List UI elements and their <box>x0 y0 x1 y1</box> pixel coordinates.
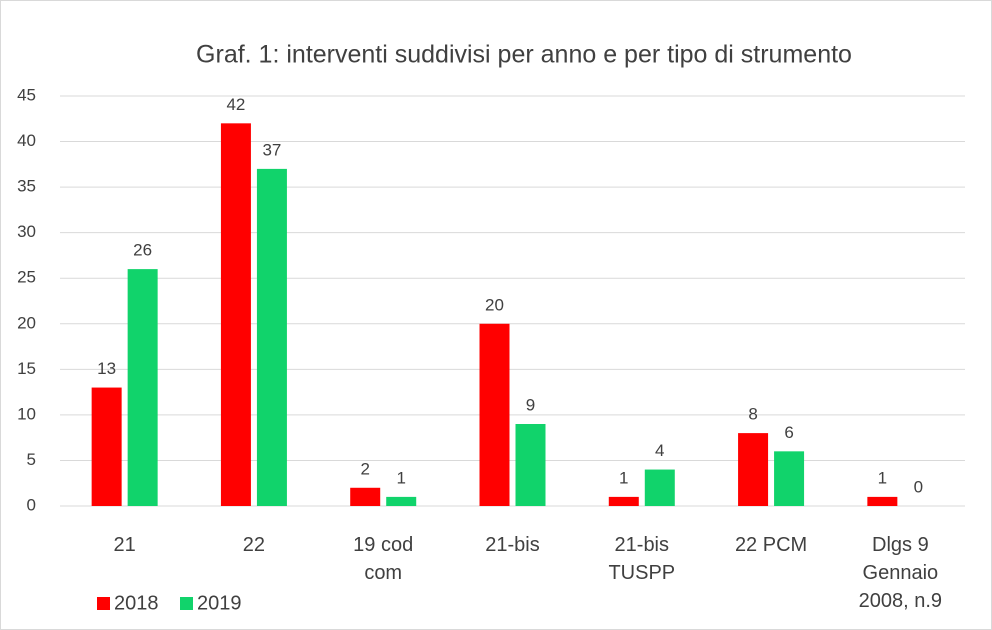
bar <box>479 323 510 506</box>
data-label: 1 <box>619 468 628 487</box>
bar <box>738 433 769 506</box>
y-tick-label: 35 <box>17 177 36 196</box>
x-tick-label: 21 <box>114 534 136 556</box>
data-label: 1 <box>396 468 405 487</box>
data-label: 42 <box>226 95 245 114</box>
bar <box>515 424 546 506</box>
data-label: 26 <box>133 241 152 260</box>
legend-label: 2019 <box>197 592 242 614</box>
y-tick-label: 45 <box>17 85 36 104</box>
chart-title: Graf. 1: interventi suddivisi per anno e… <box>196 41 852 69</box>
bar <box>91 387 122 506</box>
data-label: 8 <box>748 405 757 424</box>
y-tick-label: 10 <box>17 404 36 423</box>
bar <box>350 487 381 506</box>
bar <box>644 469 675 506</box>
x-tick-label: 19 cod com <box>353 534 413 584</box>
y-tick-label: 5 <box>27 450 36 469</box>
y-tick-label: 40 <box>17 131 36 150</box>
y-tick-label: 25 <box>17 268 36 287</box>
bar <box>386 496 417 506</box>
legend-label: 2018 <box>114 592 159 614</box>
legend-swatch <box>97 597 110 610</box>
y-tick-label: 30 <box>17 222 36 241</box>
data-label: 1 <box>878 468 887 487</box>
bar <box>220 123 251 506</box>
bar <box>774 451 805 506</box>
data-label: 9 <box>526 395 535 414</box>
data-label: 6 <box>784 423 793 442</box>
data-label: 13 <box>97 359 116 378</box>
data-label: 37 <box>262 140 281 159</box>
bar <box>127 269 158 506</box>
y-tick-label: 15 <box>17 359 36 378</box>
x-tick-label: 21-bis <box>485 534 539 556</box>
y-tick-label: 0 <box>27 495 36 514</box>
data-label: 0 <box>914 477 923 496</box>
data-label: 2 <box>360 459 369 478</box>
data-label: 20 <box>485 295 504 314</box>
y-tick-label: 20 <box>17 313 36 332</box>
legend-swatch <box>180 597 193 610</box>
x-tick-label: 22 <box>243 534 265 556</box>
x-tick-label: 21-bis TUSPP <box>608 534 675 584</box>
x-tick-label: Dlgs 9 Gennaio 2008, n.9 <box>859 534 942 612</box>
bar <box>867 496 898 506</box>
bar <box>256 168 287 506</box>
x-tick-label: 22 PCM <box>735 534 807 556</box>
bar <box>608 496 639 506</box>
data-label: 4 <box>655 441 664 460</box>
